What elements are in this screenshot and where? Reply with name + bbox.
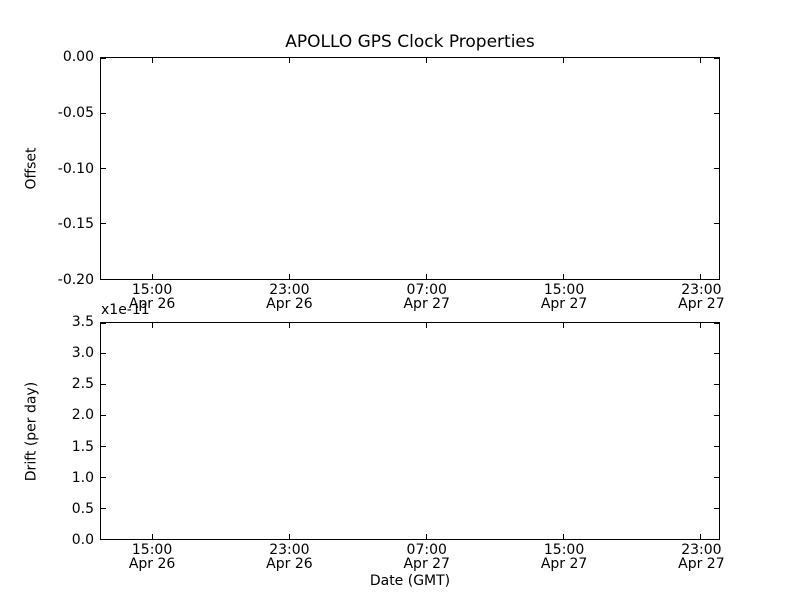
x-tick-time: 23:00 xyxy=(681,282,722,298)
x-tick-time: 15:00 xyxy=(131,282,173,298)
y-tick-label: 3.5 xyxy=(71,314,94,330)
x-tick-mark xyxy=(152,323,154,328)
y-tick-mark xyxy=(101,384,106,386)
x-tick-mark xyxy=(152,534,154,539)
x-tick-mark xyxy=(289,323,291,328)
x-tick-time: 23:00 xyxy=(269,542,310,558)
y-tick-mark xyxy=(714,278,719,280)
y-tick-label: 0.0 xyxy=(71,532,94,548)
x-tick-label: 15:00 Apr 26 xyxy=(107,543,197,571)
y-tick-label: 0.5 xyxy=(71,500,94,517)
y-tick-mark xyxy=(714,57,719,59)
y-tick-mark xyxy=(101,278,106,280)
x-tick-mark xyxy=(289,534,291,539)
x-tick-mark xyxy=(426,274,428,279)
y-tick-mark xyxy=(101,538,106,540)
x-tick-mark xyxy=(152,58,154,63)
y-tick-label: 1.5 xyxy=(71,438,94,455)
x-tick-date: Apr 27 xyxy=(540,556,588,572)
y-tick-label: 2.0 xyxy=(71,407,94,424)
x-tick-time: 23:00 xyxy=(269,282,310,298)
y-tick-label: -0.05 xyxy=(57,104,94,121)
x-tick-mark xyxy=(699,323,701,328)
y-tick-mark xyxy=(714,353,719,355)
x-tick-mark xyxy=(289,274,291,279)
x-tick-mark xyxy=(699,274,701,279)
y-tick-mark xyxy=(714,415,719,417)
y-axis-multiplier-label: x1e-11 xyxy=(101,302,150,318)
y-tick-mark xyxy=(101,507,106,509)
x-tick-label: 07:00 Apr 27 xyxy=(382,283,472,311)
y-tick-mark xyxy=(101,57,106,59)
x-tick-mark xyxy=(563,323,565,328)
y-tick-mark xyxy=(714,445,719,447)
x-tick-date: Apr 27 xyxy=(403,296,450,312)
y-tick-mark xyxy=(101,353,106,355)
y-tick-mark xyxy=(101,476,106,478)
y-tick-mark xyxy=(714,112,719,114)
x-tick-mark xyxy=(699,534,701,539)
top-plot-area xyxy=(100,57,720,280)
x-tick-date: Apr 27 xyxy=(540,296,588,312)
y-tick-label: -0.15 xyxy=(57,216,94,233)
x-tick-mark xyxy=(289,58,291,63)
x-tick-mark xyxy=(563,58,565,63)
x-tick-time: 15:00 xyxy=(131,542,173,558)
x-tick-label: 23:00 Apr 26 xyxy=(244,283,334,311)
y-tick-mark xyxy=(101,223,106,225)
x-tick-date: Apr 26 xyxy=(266,556,313,572)
x-tick-time: 15:00 xyxy=(543,282,585,298)
x-tick-label: 23:00 Apr 26 xyxy=(244,543,334,571)
y-tick-label: 3.0 xyxy=(71,345,94,362)
x-tick-time: 23:00 xyxy=(681,542,722,558)
y-tick-mark xyxy=(101,168,106,169)
x-tick-label: 15:00 Apr 27 xyxy=(519,283,609,311)
y-tick-mark xyxy=(714,168,719,169)
x-tick-mark xyxy=(426,534,428,539)
x-tick-date: Apr 26 xyxy=(128,556,176,572)
y-tick-mark xyxy=(714,538,719,540)
y-tick-mark xyxy=(101,445,106,447)
x-tick-mark xyxy=(563,274,565,279)
x-tick-date: Apr 27 xyxy=(403,556,450,572)
y-tick-mark xyxy=(714,476,719,478)
y-tick-label: 1.0 xyxy=(71,469,94,486)
chart-title: APOLLO GPS Clock Properties xyxy=(285,32,535,52)
x-tick-mark xyxy=(426,58,428,63)
x-tick-time: 07:00 xyxy=(406,542,447,558)
x-tick-date: Apr 26 xyxy=(128,296,176,312)
y-tick-label: -0.20 xyxy=(57,272,94,288)
x-tick-label: 07:00 Apr 27 xyxy=(382,543,472,571)
x-tick-mark xyxy=(426,323,428,328)
y-tick-label: 0.00 xyxy=(62,49,94,65)
y-tick-mark xyxy=(714,322,719,324)
y-tick-mark xyxy=(714,384,719,386)
x-tick-time: 15:00 xyxy=(543,542,585,558)
x-tick-mark xyxy=(699,58,701,63)
y-tick-mark xyxy=(101,112,106,114)
y-tick-mark xyxy=(714,507,719,509)
x-tick-label: 23:00 Apr 27 xyxy=(656,283,746,311)
x-tick-date: Apr 27 xyxy=(678,296,725,312)
y-tick-label: -0.10 xyxy=(57,160,94,177)
y-tick-mark xyxy=(101,322,106,324)
x-tick-mark xyxy=(563,534,565,539)
x-tick-date: Apr 27 xyxy=(678,556,725,572)
y-tick-label: 2.5 xyxy=(71,376,94,393)
x-tick-time: 07:00 xyxy=(406,282,447,298)
bottom-plot-area xyxy=(100,322,720,540)
x-axis-label: Date (GMT) xyxy=(369,573,451,589)
x-tick-label: 15:00 Apr 26 xyxy=(107,283,197,311)
y-tick-mark xyxy=(714,223,719,225)
y-tick-mark xyxy=(101,415,106,417)
x-tick-date: Apr 26 xyxy=(266,296,313,312)
x-tick-label: 23:00 Apr 27 xyxy=(656,543,746,571)
x-tick-label: 15:00 Apr 27 xyxy=(519,543,609,571)
x-tick-mark xyxy=(152,274,154,279)
